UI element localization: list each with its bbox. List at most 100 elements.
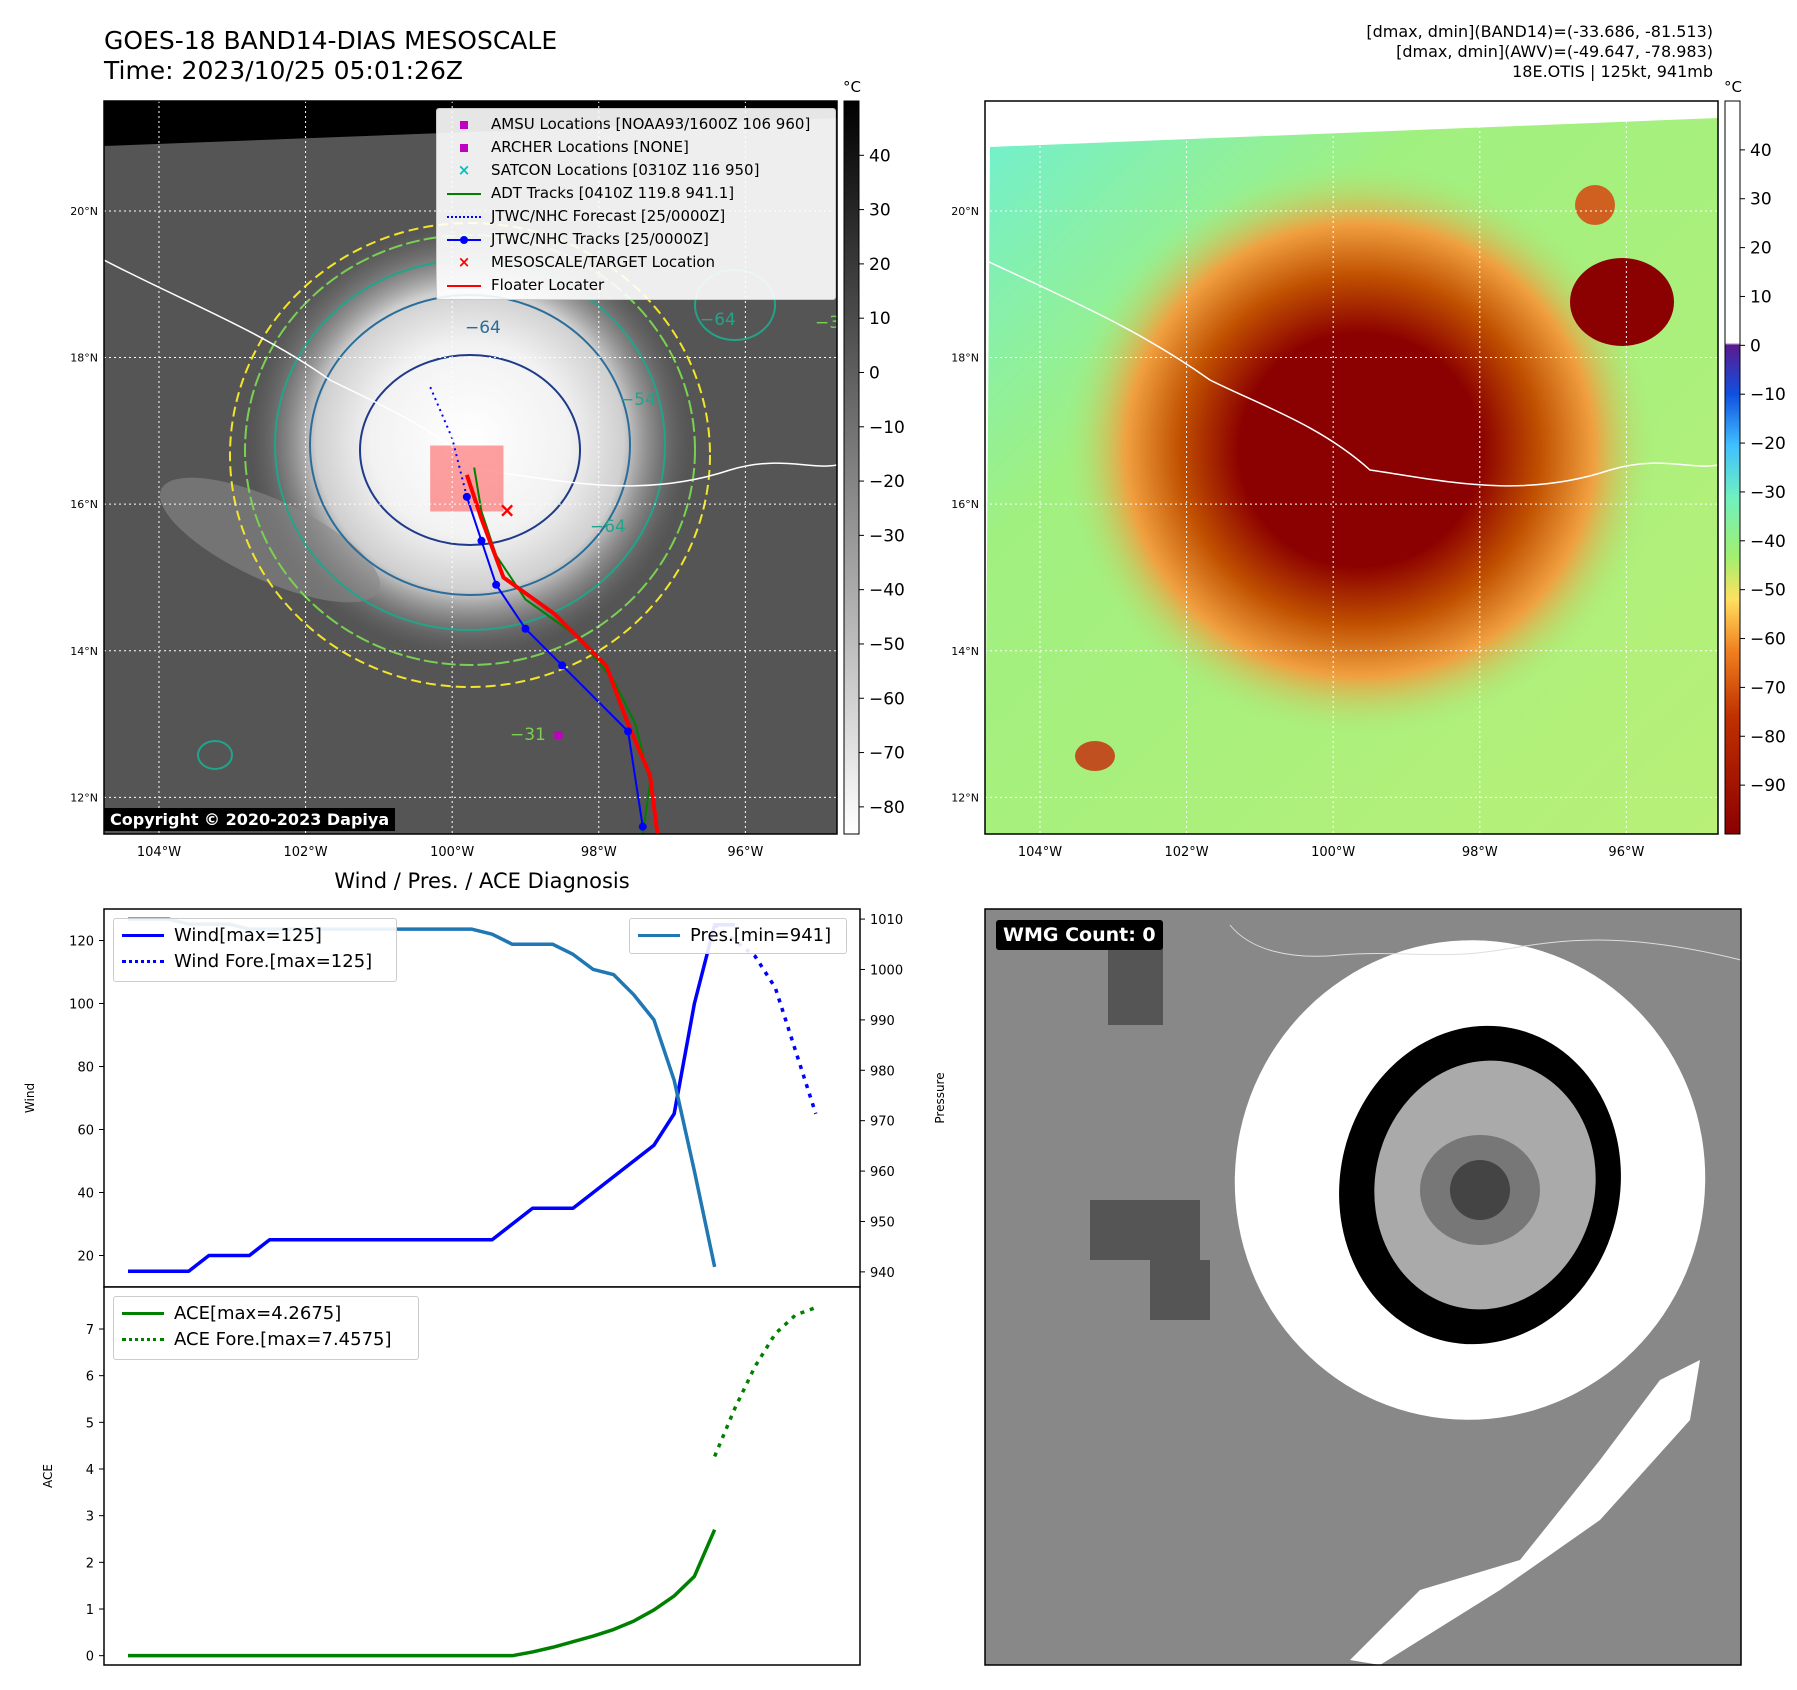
ir-contour-inner — [359, 354, 581, 546]
ir-colorbar — [843, 100, 860, 835]
wind-legend-item: Wind[max=125] — [122, 925, 322, 946]
lat-label: 20°N — [951, 205, 979, 218]
lat-label: 18°N — [70, 352, 98, 365]
wmg-count-badge: WMG Count: 0 — [996, 920, 1163, 950]
wind-fore-legend-label: Wind Fore.[max=125] — [174, 951, 373, 972]
wmg-dark-patch-3 — [1150, 1260, 1210, 1320]
map-legend-swatch: × — [457, 161, 471, 179]
wv-colorbar-unit: °C — [1724, 78, 1742, 96]
map-legend-label: JTWC/NHC Tracks [25/0000Z] — [491, 230, 709, 248]
ace-chart-marks: 0 1 2 3 4 5 6 7 — [86, 1305, 817, 1665]
wmg-dark-core — [1450, 1160, 1510, 1220]
wv-coastline — [985, 259, 1718, 487]
ace-fore-legend-item: ACE Fore.[max=7.4575] — [122, 1329, 392, 1350]
y-tick-label: 4 — [86, 1463, 94, 1478]
ace-legend: ACE[max=4.2675] ACE Fore.[max=7.4575] — [113, 1296, 419, 1360]
ir-lat-labels: 20°N 18°N 16°N 14°N 12°N — [70, 205, 98, 804]
colorbar-tick-label: 20 — [869, 255, 891, 275]
colorbar-tick-label: −50 — [869, 635, 905, 655]
wmg-coastline — [1229, 924, 1741, 961]
wv-lon-labels: 104°W 102°W 100°W 98°W 96°W — [1018, 845, 1645, 860]
pressure-legend-swatch — [638, 934, 680, 937]
floater-track-line — [464, 474, 660, 834]
lon-label: 102°W — [283, 845, 327, 860]
subtitle-line-3: 18E.OTIS | 125kt, 941mb — [1512, 62, 1713, 81]
series-line — [128, 923, 735, 1273]
wind-fore-legend-item: Wind Fore.[max=125] — [122, 951, 372, 972]
jtwc-track-point — [521, 624, 530, 633]
ir-colorbar-ticks: 40 30 20 10 0 −10 −20 −30 −40 −50 −60 −70 −80 — [859, 146, 905, 818]
colorbar-tick-label: 10 — [1750, 287, 1772, 307]
pressure-legend: Pres.[min=941] — [629, 918, 847, 954]
lat-label: 14°N — [70, 645, 98, 658]
colorbar-tick-label: −70 — [1750, 678, 1786, 698]
ir-storm-cloud — [250, 225, 690, 655]
map-legend-item: ARCHER Locations [NONE] — [447, 138, 689, 156]
ace-legend-label: ACE[max=4.2675] — [174, 1303, 342, 1324]
colorbar-tick-label: −20 — [1750, 434, 1786, 454]
jtwc-track-point — [477, 536, 486, 545]
colorbar-tick-label: −90 — [1750, 776, 1786, 796]
subtitle-line-1: [dmax, dmin](BAND14)=(-33.686, -81.513) — [1366, 22, 1713, 41]
title-line-1: GOES-18 BAND14-DIAS MESOSCALE — [104, 26, 558, 55]
colorbar-tick-label: −40 — [869, 581, 905, 601]
y2-tick-label: 990 — [870, 1014, 895, 1029]
wv-lat-labels: 20°N 18°N 16°N 14°N 12°N — [951, 205, 979, 804]
lon-label: 102°W — [1164, 845, 1208, 860]
y2-tick-label: 960 — [870, 1165, 895, 1180]
map-legend-item: ADT Tracks [0410Z 119.8 941.1] — [447, 184, 734, 202]
contour-label: −64 — [465, 318, 501, 338]
wv-frame — [984, 100, 1719, 835]
jtwc-track-point — [638, 822, 647, 831]
colorbar-tick-label: 30 — [1750, 190, 1772, 210]
lon-label: 96°W — [1608, 845, 1644, 860]
colorbar-tick-label: −80 — [869, 798, 905, 818]
pressure-legend-label: Pres.[min=941] — [690, 925, 832, 946]
colorbar-tick-label: −60 — [1750, 630, 1786, 650]
figure-title: GOES-18 BAND14-DIAS MESOSCALE Time: 2023… — [104, 26, 557, 86]
colorbar-tick-label: 40 — [869, 146, 891, 166]
pressure-legend-item: Pres.[min=941] — [638, 925, 831, 946]
colorbar-tick-label: −70 — [869, 744, 905, 764]
target-location-marker: × — [499, 498, 516, 522]
wv-storm-core — [1060, 160, 1660, 740]
wv-ne-small-cell — [1575, 185, 1615, 225]
contour-label: −54 — [620, 390, 656, 410]
colorbar-tick-label: −80 — [1750, 727, 1786, 747]
map-legend-label: Floater Locater — [491, 276, 605, 294]
lat-label: 16°N — [951, 498, 979, 511]
lon-label: 98°W — [1462, 845, 1498, 860]
contour-label: −64 — [700, 310, 736, 330]
wv-colorbar — [1724, 100, 1741, 835]
y-tick-label: 120 — [69, 935, 94, 950]
amsu-location-marker — [554, 731, 563, 740]
lat-label: 12°N — [951, 791, 979, 804]
lon-label: 100°W — [1311, 845, 1355, 860]
colorbar-tick-label: 0 — [1750, 336, 1761, 356]
ir-map-legend: AMSU Locations [NOAA93/1600Z 106 960] ARC… — [436, 108, 836, 300]
colorbar-tick-label: −10 — [1750, 385, 1786, 405]
map-legend-label: ARCHER Locations [NONE] — [491, 138, 689, 156]
map-legend-label: MESOSCALE/TARGET Location — [491, 253, 716, 271]
series-line — [713, 1305, 817, 1458]
wmg-panel — [984, 908, 1742, 1666]
ir-colorbar-unit: °C — [843, 78, 861, 96]
y-tick-label: 80 — [77, 1061, 94, 1076]
wv-ne-cell — [1570, 258, 1674, 346]
map-legend-item: Floater Locater — [447, 276, 604, 294]
ace-legend-swatch — [122, 1312, 164, 1315]
map-legend-label: SATCON Locations [0310Z 116 950] — [491, 161, 760, 179]
y-tick-label: 7 — [86, 1323, 94, 1338]
map-legend-label: JTWC/NHC Forecast [25/0000Z] — [491, 207, 726, 225]
map-legend-item: × SATCON Locations [0310Z 116 950] — [447, 161, 760, 179]
y-tick-label: 40 — [77, 1187, 94, 1202]
colorbar-tick-label: −10 — [869, 418, 905, 438]
map-legend-swatch — [447, 207, 481, 225]
wv-colorbar-ticks: 40 30 20 10 0 −10 −20 −30 −40 −50 −60 −70 −80 −90 — [1740, 141, 1786, 796]
jtwc-forecast-line — [429, 386, 468, 498]
wmg-white-band — [1350, 1360, 1700, 1665]
lat-label: 20°N — [70, 205, 98, 218]
y-tick-label: 60 — [77, 1124, 94, 1139]
wind-legend-label: Wind[max=125] — [174, 925, 322, 946]
